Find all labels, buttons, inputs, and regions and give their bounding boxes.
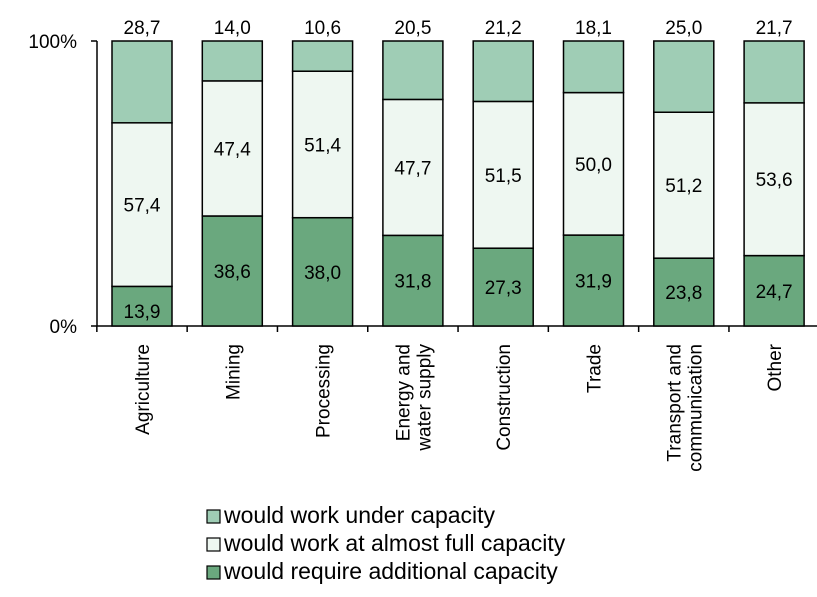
bar-segment [382,40,444,101]
data-label: 31,9 [575,272,612,293]
legend-label: would work at almost full capacity [223,530,566,556]
bar-segment [743,102,805,257]
bar-segment [201,40,264,82]
legend-swatch [206,537,221,552]
legend-swatch [206,509,221,524]
legend-swatch [206,565,221,580]
data-label: 13,9 [124,302,161,323]
category-label: Mining [223,344,244,400]
bar-segment [111,285,173,327]
bar-segment [382,234,444,327]
data-label: 38,6 [214,262,251,283]
bar-segment [743,40,805,104]
data-label: 53,6 [756,170,793,191]
category-label-line: Transport and [664,344,685,462]
bar-segment [562,91,625,236]
data-label: 47,4 [214,139,251,160]
data-label: 50,0 [575,155,612,176]
category-label-line: communication [685,344,706,472]
data-label: 47,7 [394,158,431,179]
data-label: 27,3 [485,278,522,299]
bar-segment [472,40,534,103]
data-label: 57,4 [124,196,161,217]
category-label: Construction [494,344,515,451]
data-label: 23,8 [665,283,702,304]
category-label-line: Trade [585,344,606,393]
category-label-line: Agriculture [133,344,154,435]
bar-segment [291,40,354,72]
category-label: Agriculture [133,344,154,435]
category-label: Trade [585,344,606,393]
data-label: 24,7 [756,282,793,303]
data-label: 21,2 [485,18,522,39]
data-label: 31,8 [394,272,431,293]
data-label: 25,0 [665,18,702,39]
data-label: 51,4 [304,135,341,156]
data-labels: 13,9 57,4 28,7 38,6 47,4 14,0 38,0 51,4 10,6 31,8… [124,18,793,323]
bar-segment [653,40,715,113]
bar-segment [653,257,715,327]
bar-segment [382,98,444,237]
legend-label: would work under capacity [223,502,496,528]
bar-segment [291,70,354,219]
data-label: 20,5 [394,18,431,39]
bar-segment [653,111,715,259]
bar-segment [472,100,534,249]
category-label-line: Other [765,343,786,391]
y-tick-label: 0% [50,317,78,338]
category-label: Processing [314,344,335,438]
bar-segment [111,122,173,288]
data-label: 18,1 [575,18,612,39]
bars [111,40,805,327]
data-label: 51,2 [665,176,702,197]
data-label: 28,7 [124,18,161,39]
bar-segment [743,254,805,327]
category-label: Other [765,343,786,391]
data-label: 14,0 [214,18,251,39]
legend-label: would require additional capacity [223,558,558,584]
bar-segment [201,215,264,327]
category-label-line: Mining [223,344,244,400]
bar-segment [111,40,173,124]
category-label-line: Processing [314,344,335,438]
category-label-line: Energy and [393,344,414,441]
category-label-line: Construction [494,344,515,451]
data-label: 51,5 [485,166,522,187]
category-labels: Agriculture Mining Processing Energy and wat… [133,343,786,471]
category-label: Energy and water supply [393,344,435,452]
y-tick-label: 100% [28,32,77,53]
category-label-line: water supply [414,344,435,452]
data-label: 38,0 [304,263,341,284]
data-label: 21,7 [756,18,793,39]
category-label: Transport and communication [664,344,706,472]
data-label: 10,6 [304,18,341,39]
bar-segment [562,40,625,94]
